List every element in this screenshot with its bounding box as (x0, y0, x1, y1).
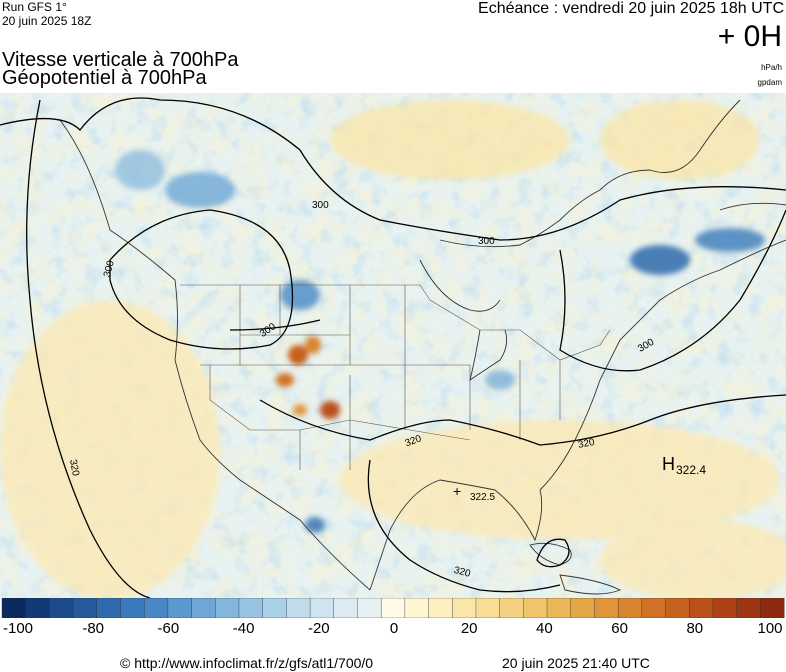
colorbar-tick-label: -40 (232, 620, 255, 637)
run-date: 20 juin 2025 18Z (2, 14, 92, 28)
colorbar-tick-label: 80 (686, 620, 704, 637)
forecast-offset: + 0H (717, 20, 782, 53)
unit-primary: hPa/h (761, 63, 782, 72)
contour-label: 300 (478, 236, 495, 247)
colorbar-swatch (570, 598, 595, 618)
colorbar-swatch (689, 598, 714, 618)
contour-label: 320 (67, 459, 81, 478)
colorbar-swatch (96, 598, 121, 618)
colorbar-swatch (736, 598, 761, 618)
colorbar-tick-label: 0 (389, 620, 399, 637)
geopotential-contours (0, 97, 786, 598)
colorbar-swatch (167, 598, 193, 618)
downdraft-zones (0, 100, 786, 598)
colorbar-swatch (238, 598, 264, 618)
unit-secondary: gpdam (757, 78, 782, 87)
political-borders (180, 284, 611, 470)
colorbar-swatch (665, 598, 690, 618)
colorbar-swatch (191, 598, 216, 618)
coastlines (59, 99, 786, 595)
strong-downdraft-cores (276, 336, 340, 419)
colorbar-swatch (499, 598, 524, 618)
colorbar-swatch (120, 598, 145, 618)
map-title-secondary: Géopotentiel à 700hPa (2, 67, 207, 89)
colorbar-swatch (262, 598, 287, 618)
contour-label: 300 (102, 259, 117, 278)
colorbar-swatch (428, 598, 453, 618)
colorbar-swatch (404, 598, 430, 618)
colorbar-swatch (594, 598, 619, 618)
colorbar-swatch (286, 598, 311, 618)
colorbar-swatch (49, 598, 74, 618)
colorbar-swatch (523, 598, 548, 618)
colorbar-swatch (215, 598, 240, 618)
colorbar-swatch (380, 598, 406, 618)
colorbar-swatch (143, 598, 169, 618)
generation-timestamp: 20 juin 2025 21:40 UTC (502, 655, 650, 671)
colorbar-swatch (760, 598, 785, 618)
colorbar-tick-label: -20 (307, 620, 330, 637)
high-value: 322.4 (676, 463, 706, 477)
contour-label: 322.5 (470, 492, 495, 503)
colorbar-swatch (617, 598, 643, 618)
colorbar-swatch (641, 598, 667, 618)
contour-label: 320 (453, 565, 472, 580)
colorbar-tick-label: 100 (757, 620, 783, 637)
updraft-zones (115, 150, 765, 533)
copyright-notice: © http://www.infoclimat.fr/z/gfs/atl1/70… (120, 655, 374, 671)
run-info: Run GFS 1° 20 juin 2025 18Z (2, 0, 91, 28)
colorbar-swatch (475, 598, 501, 618)
colorbar-ticks: -100 -80 -60 -40 -20 0 20 40 60 80 100 (0, 620, 786, 640)
colorbar-swatch (712, 598, 738, 618)
forecast-valid-time: Echéance : vendredi 20 juin 2025 18h UTC (478, 0, 784, 17)
high-pressure-marker: H 322.4 (662, 454, 706, 477)
contour-label: 300 (312, 200, 329, 211)
high-letter: H (662, 454, 675, 474)
colorbar-swatch (452, 598, 477, 618)
colorbar-tick-label: 20 (460, 620, 478, 637)
colorbar-swatch (546, 598, 572, 618)
colorbar-swatch (333, 598, 358, 618)
colorbar-tick-label: -100 (2, 620, 34, 637)
contour-label: 320 (577, 437, 596, 451)
colorbar-swatch (25, 598, 50, 618)
run-model: Run GFS 1° (2, 0, 67, 14)
colorbar-tick-label: -80 (82, 620, 105, 637)
map-title-primary: Vitesse verticale à 700hPa (2, 49, 239, 71)
colorbar (1, 598, 785, 618)
colorbar-swatch (357, 598, 382, 618)
colorbar-tick-label: 60 (611, 620, 628, 637)
colorbar-swatch (1, 598, 27, 618)
colorbar-tick-label: -60 (157, 620, 180, 637)
colorbar-swatch (309, 598, 335, 618)
low-marker-cross: + (453, 483, 461, 499)
colorbar-tick-label: 40 (536, 620, 553, 637)
weather-map: 300 300 300 300 300 320 320 320 320 322.… (0, 93, 786, 598)
colorbar-swatch (72, 598, 98, 618)
